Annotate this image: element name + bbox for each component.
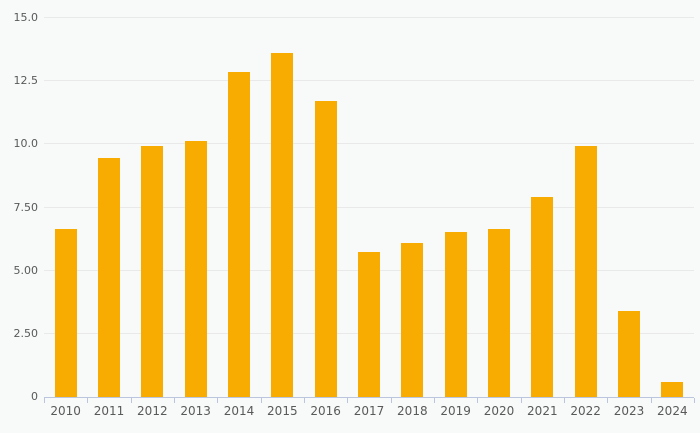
bar-2023 (618, 311, 640, 397)
gridline-7.50 (44, 206, 694, 208)
y-tick-label-12.5: 12.5 (13, 74, 39, 88)
bar-2018 (401, 242, 424, 397)
x-axis-tick (87, 398, 89, 403)
gridline-12.5 (44, 80, 694, 82)
y-tick-label-7.50: 7.50 (13, 200, 39, 214)
x-axis-tick (217, 398, 219, 403)
bar-2016 (314, 101, 337, 397)
bar-2010 (54, 228, 77, 397)
x-tick-label-2021: 2021 (527, 404, 558, 418)
bar-2011 (98, 158, 120, 397)
x-axis-tick (434, 398, 435, 403)
x-tick-label-2020: 2020 (483, 404, 515, 418)
x-tick-label-2022: 2022 (570, 404, 601, 418)
y-tick-label-0: 0 (31, 390, 38, 403)
x-axis-tick (694, 398, 695, 403)
x-tick-label-2019: 2019 (440, 404, 471, 418)
bar-2012 (141, 145, 164, 397)
gridline-10.0 (44, 143, 694, 145)
bar-2017 (358, 251, 380, 397)
x-axis-tick (130, 398, 132, 403)
x-tick-label-2012: 2012 (137, 404, 168, 418)
x-axis-tick (260, 398, 262, 403)
y-tick-label-5.00: 5.00 (13, 263, 39, 277)
bar-2013 (184, 140, 207, 397)
x-axis-tick (607, 398, 609, 403)
bar-2020 (488, 228, 510, 397)
bar-2022 (574, 145, 597, 397)
y-tick-label-10.0: 10.0 (13, 137, 39, 151)
bar-2014 (228, 72, 250, 397)
x-tick-label-2013: 2013 (180, 404, 211, 418)
x-tick-label-2010: 2010 (50, 404, 81, 418)
bar-2024 (661, 381, 684, 397)
bar-2015 (271, 53, 294, 397)
y-tick-label-15.0: 15.0 (13, 11, 39, 24)
x-tick-label-2016: 2016 (310, 404, 341, 418)
x-tick-label-2023: 2023 (613, 404, 645, 418)
gridline-15.0 (44, 17, 694, 18)
x-axis-tick (477, 398, 479, 403)
x-tick-label-2014: 2014 (223, 404, 255, 418)
x-axis-tick (44, 398, 45, 403)
x-axis-tick (520, 398, 522, 403)
x-axis-tick (347, 398, 349, 403)
x-tick-label-2015: 2015 (267, 404, 298, 418)
plot-area (44, 17, 695, 403)
x-axis-tick (390, 398, 392, 403)
x-tick-label-2024: 2024 (657, 404, 688, 418)
x-tick-label-2011: 2011 (93, 404, 125, 418)
x-axis-tick (650, 398, 652, 403)
x-axis-tick (174, 398, 175, 403)
x-axis-tick (564, 398, 565, 403)
x-tick-label-2018: 2018 (397, 404, 428, 418)
x-tick-label-2017: 2017 (353, 404, 385, 418)
y-tick-label-2.50: 2.50 (13, 326, 39, 340)
bar-2019 (444, 231, 467, 397)
bar-2021 (531, 197, 554, 397)
x-axis-tick (304, 398, 305, 403)
